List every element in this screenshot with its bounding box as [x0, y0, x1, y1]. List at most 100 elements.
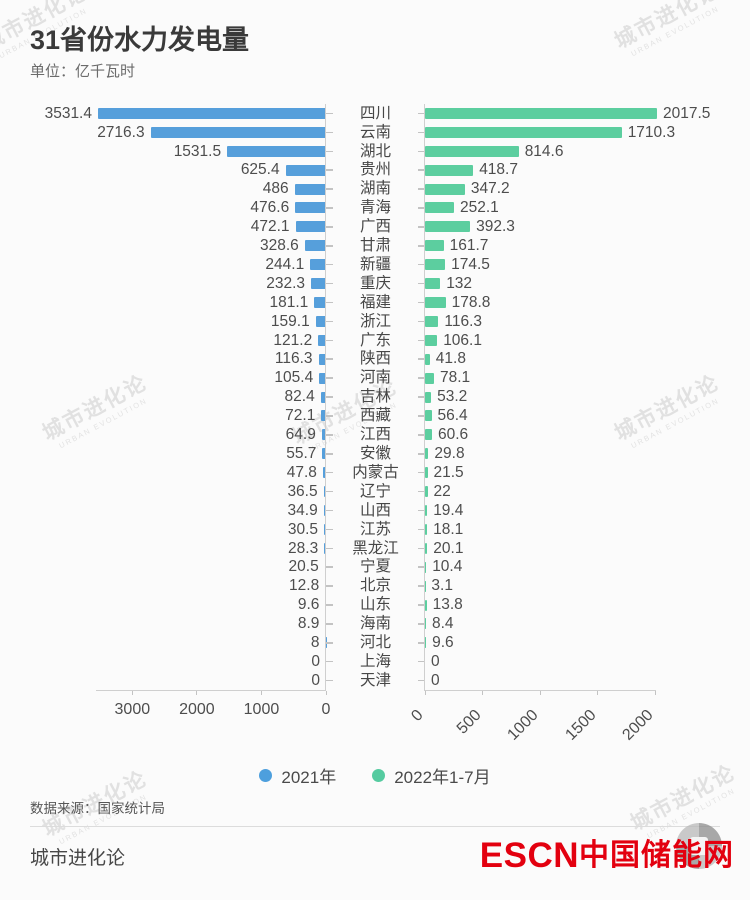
category-tick-right-icon	[416, 169, 425, 171]
chart-row: 82.4 吉林 53.2	[0, 388, 750, 407]
chart-row: 0 上海 0	[0, 652, 750, 671]
value-2022: 9.6	[432, 634, 454, 652]
chart-row: 328.6 甘肃 161.7	[0, 236, 750, 255]
province-label: 安徽	[359, 445, 391, 463]
category-tick-left-icon	[326, 263, 335, 266]
value-2021: 3531.4	[44, 104, 92, 122]
category-tick-left-icon	[326, 434, 335, 436]
bar-2021	[318, 353, 326, 365]
value-2021: 8	[310, 634, 320, 652]
left-cell: 28.3	[0, 541, 326, 557]
category-tick-left-icon	[326, 528, 335, 531]
bar-2022	[425, 278, 441, 290]
right-cell: 60.6	[425, 427, 750, 443]
left-cell: 2716.3	[0, 125, 326, 141]
legend: 2021年 2022年1-7月	[0, 763, 750, 788]
category-tick-left-icon	[326, 282, 335, 285]
value-2022: 178.8	[451, 293, 491, 311]
value-2021: 472.1	[250, 218, 290, 236]
bar-2022	[425, 448, 429, 460]
axis-tick-mark	[260, 691, 262, 695]
province-label: 广西	[359, 218, 391, 236]
bar-2022	[425, 259, 446, 271]
category-tick-right-icon	[416, 660, 425, 663]
category-tick-right-icon	[416, 547, 425, 550]
chart-row: 181.1 福建 178.8	[0, 293, 750, 312]
category-tick-right-icon	[416, 566, 425, 568]
value-2021: 105.4	[274, 369, 314, 387]
right-x-axis	[425, 690, 656, 691]
value-2021: 36.5	[287, 482, 318, 500]
province-label: 河北	[359, 634, 391, 652]
right-cell: 174.5	[425, 257, 750, 273]
right-cell: 1710.3	[425, 125, 750, 141]
right-cell: 18.1	[425, 522, 750, 538]
category-tick-right-icon	[416, 623, 425, 625]
bar-2022	[425, 391, 432, 403]
chart-row: 0 天津 0	[0, 671, 750, 690]
value-2022: 60.6	[438, 426, 469, 444]
right-cell: 13.8	[425, 597, 750, 613]
category-tick-right-icon	[416, 226, 425, 228]
bar-2021	[304, 240, 326, 252]
bar-2022	[425, 183, 465, 195]
axis-tick-mark	[424, 691, 426, 695]
left-cell: 232.3	[0, 276, 326, 292]
value-2022: 20.1	[433, 539, 464, 557]
value-2021: 28.3	[288, 539, 319, 557]
bar-2022	[425, 202, 454, 214]
left-cell: 116.3	[0, 351, 326, 367]
category-tick-left-icon	[326, 188, 335, 190]
left-cell: 121.2	[0, 333, 326, 349]
bar-2021	[319, 372, 326, 384]
value-2022: 418.7	[479, 161, 518, 179]
province-label: 福建	[359, 293, 391, 311]
bar-2021	[320, 391, 326, 403]
left-cell: 159.1	[0, 314, 326, 330]
left-cell: 244.1	[0, 257, 326, 273]
category-tick-right-icon	[416, 509, 425, 512]
brand-name: 城市进化论	[30, 848, 126, 869]
province-label: 陕西	[359, 350, 391, 368]
tornado-chart: 3531.4 四川 2017.5 2716.3 云南 1710.3 1531.5 湖北 814.…	[0, 104, 750, 690]
value-2022: 41.8	[435, 350, 466, 368]
left-axis-line	[325, 104, 326, 691]
value-2021: 9.6	[297, 596, 320, 614]
left-cell: 30.5	[0, 522, 326, 538]
category-tick-right-icon	[416, 339, 425, 342]
province-label: 江西	[359, 426, 391, 444]
chart-row: 472.1 广西 392.3	[0, 217, 750, 236]
footer-divider	[30, 826, 720, 827]
right-cell: 9.6	[425, 635, 750, 651]
left-cell: 486	[0, 181, 326, 197]
category-tick-left-icon	[326, 642, 335, 644]
province-label: 湖北	[359, 142, 391, 160]
left-x-axis	[96, 690, 326, 691]
bar-2021	[322, 448, 326, 460]
category-tick-left-icon	[326, 490, 335, 493]
bar-2022	[425, 504, 428, 516]
chart-row: 244.1 新疆 174.5	[0, 255, 750, 274]
left-cell: 625.4	[0, 162, 326, 178]
category-tick-left-icon	[326, 358, 335, 360]
chart-row: 2716.3 云南 1710.3	[0, 123, 750, 142]
left-cell: 9.6	[0, 597, 326, 613]
value-2021: 116.3	[274, 350, 313, 368]
category-tick-left-icon	[326, 320, 335, 323]
value-2021: 30.5	[287, 520, 318, 538]
chart-row: 36.5 辽宁 22	[0, 482, 750, 501]
escn-logo: ESCN 中国储能网	[480, 838, 734, 873]
right-axis-tick-label: 1000	[504, 706, 542, 744]
category-tick-right-icon	[416, 471, 425, 474]
category-tick-left-icon	[326, 471, 335, 474]
bar-2022	[425, 315, 439, 327]
bar-2022	[425, 334, 438, 346]
value-2022: 814.6	[524, 142, 564, 160]
bar-2021	[311, 278, 326, 290]
axis-tick-mark	[654, 691, 656, 695]
province-label: 黑龙江	[352, 539, 399, 557]
province-label: 青海	[359, 199, 391, 217]
left-cell: 328.6	[0, 238, 326, 254]
category-tick-left-icon	[326, 604, 335, 606]
bar-2022	[425, 523, 428, 535]
